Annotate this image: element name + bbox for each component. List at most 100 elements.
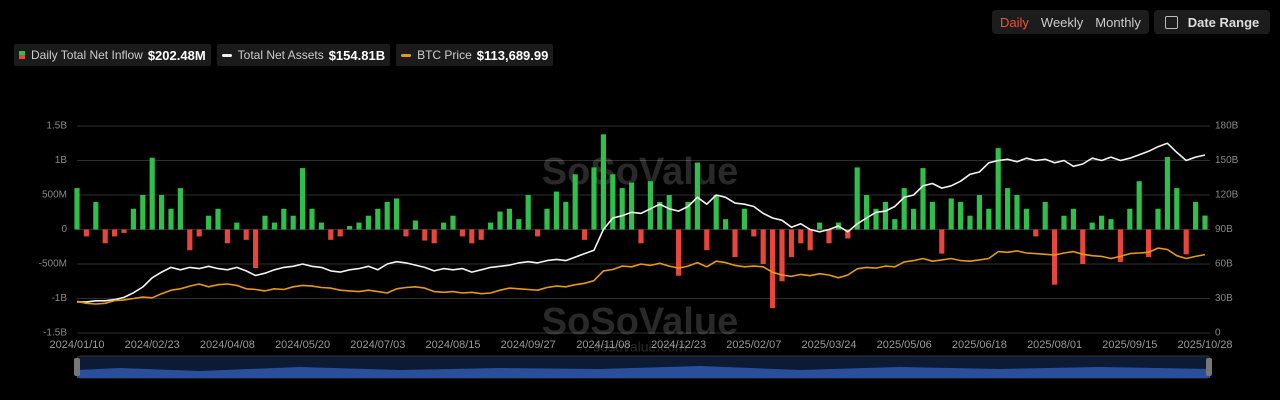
bar: [478, 229, 484, 240]
bar: [826, 229, 832, 244]
x-tick-label: 2024/04/08: [200, 339, 255, 351]
y2-tick-label: 60B: [1215, 259, 1233, 270]
bar: [93, 201, 99, 230]
x-tick-label: 2024/09/27: [501, 339, 556, 351]
x-tick-label: 2025/05/06: [877, 339, 932, 351]
bar: [74, 188, 80, 230]
bar: [1014, 195, 1020, 230]
bar: [506, 208, 512, 230]
bar: [694, 162, 700, 230]
y2-tick-label: 180B: [1215, 121, 1239, 132]
calendar-icon: [1164, 15, 1178, 29]
bar: [544, 208, 550, 230]
bar: [920, 168, 926, 230]
legend-name: BTC Price: [417, 48, 472, 62]
bar: [262, 215, 268, 230]
x-tick-label: 2025/08/01: [1027, 339, 1082, 351]
bar: [911, 208, 917, 230]
bar: [422, 229, 428, 241]
bar: [929, 201, 935, 230]
bar: [1033, 229, 1039, 237]
bar: [140, 195, 146, 230]
legend-item[interactable]: Daily Total Net Inflow $202.48M: [14, 44, 211, 66]
x-tick-label: 2025/06/18: [952, 339, 1007, 351]
navigator-handle[interactable]: [74, 358, 80, 376]
x-tick-label: 2025/02/07: [726, 339, 781, 351]
bar: [1061, 215, 1067, 230]
bar: [864, 195, 870, 230]
bar: [1108, 219, 1114, 230]
bar: [1202, 215, 1208, 230]
bar: [600, 134, 606, 230]
legend-name: Total Net Assets: [237, 48, 324, 62]
bar: [112, 229, 118, 237]
bar: [1183, 229, 1189, 255]
bar: [535, 229, 541, 237]
period-button[interactable]: Monthly: [1095, 14, 1141, 30]
bar: [159, 195, 165, 230]
bar: [1164, 157, 1170, 230]
bar: [647, 181, 653, 230]
x-tick-label: 2024/08/15: [425, 339, 480, 351]
bar: [149, 157, 155, 230]
x-tick-label: 2025/10/28: [1177, 339, 1232, 351]
y-tick-label: -1B: [51, 293, 67, 304]
watermark-text: SoSoValue: [542, 301, 738, 343]
bar: [130, 208, 136, 230]
watermark-url: sosovalue.com: [593, 339, 686, 355]
watermark: SoSoValue SoSoValue sosovalue.com: [542, 151, 738, 355]
navigator-area: [77, 366, 1210, 378]
bar: [939, 229, 945, 254]
y2-tick-label: 90B: [1215, 224, 1233, 235]
bar: [591, 167, 597, 230]
bar: [187, 229, 193, 251]
bar: [337, 229, 343, 237]
x-tick-label: 2024/07/03: [350, 339, 405, 351]
bar: [553, 191, 559, 230]
period-switch: Daily Weekly Monthly: [992, 10, 1149, 34]
bar: [224, 229, 230, 244]
bar: [713, 195, 719, 230]
x-tick-label: 2025/03/24: [801, 339, 856, 351]
legend-name: Daily Total Net Inflow: [31, 48, 143, 62]
bar: [817, 222, 823, 230]
bar: [741, 208, 747, 230]
bar: [995, 148, 1001, 230]
period-button[interactable]: Daily: [1000, 14, 1029, 30]
bar: [441, 222, 447, 230]
bar: [356, 222, 362, 230]
bar: [431, 229, 437, 244]
bar: [271, 222, 277, 230]
bar: [1127, 208, 1133, 230]
date-range-button[interactable]: Date Range: [1154, 10, 1270, 34]
bar: [657, 201, 663, 230]
bar: [1005, 188, 1011, 230]
bar: [318, 222, 324, 230]
y2-tick-label: 120B: [1215, 190, 1239, 201]
legend-value: $202.48M: [147, 47, 206, 63]
bar: [403, 229, 409, 237]
date-range-label: Date Range: [1187, 14, 1260, 30]
bar: [394, 198, 400, 230]
bar: [732, 229, 738, 258]
bar: [281, 208, 287, 230]
period-button[interactable]: Weekly: [1040, 14, 1084, 30]
bar: [798, 229, 804, 244]
line: [77, 142, 1206, 303]
legend-item[interactable]: Total Net Assets $154.81B: [216, 44, 391, 66]
bar: [1136, 181, 1142, 230]
bar: [102, 229, 108, 244]
y2-tick-label: 150B: [1215, 155, 1239, 166]
bar: [976, 195, 982, 230]
bar: [854, 167, 860, 230]
watermark-text: SoSoValue: [542, 151, 738, 193]
bar: [1023, 208, 1029, 230]
bar: [516, 219, 522, 230]
navigator-handle[interactable]: [1206, 358, 1212, 376]
bar: [234, 222, 240, 230]
bar: [1052, 229, 1058, 285]
bar: [121, 229, 127, 233]
bar: [243, 229, 249, 240]
legend-item[interactable]: BTC Price $113,689.99: [396, 44, 554, 66]
